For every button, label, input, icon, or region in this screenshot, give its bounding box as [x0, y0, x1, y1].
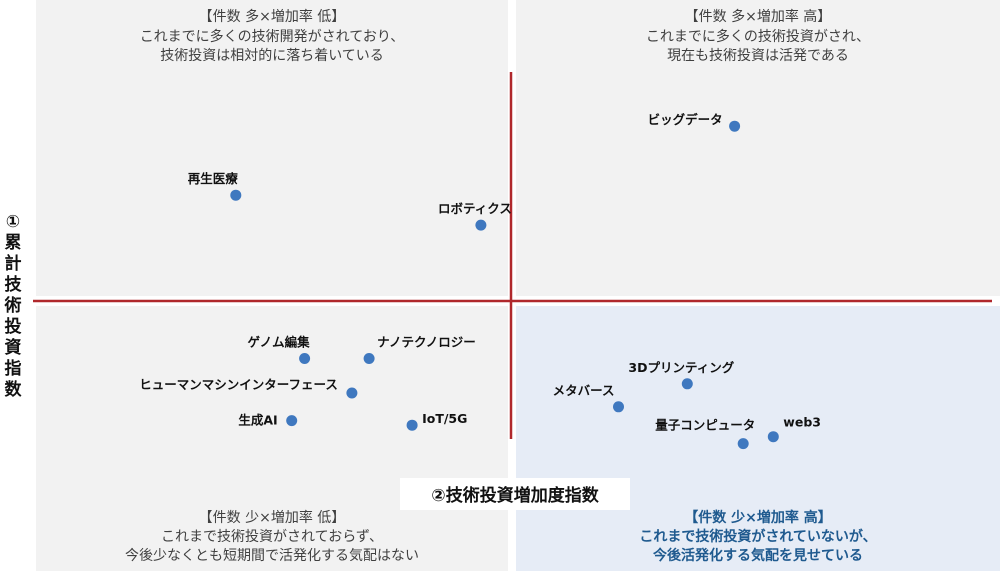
data-label: 量子コンピュータ [655, 418, 755, 433]
data-label: IoT/5G [422, 411, 467, 426]
quadrant-bottom-right-line-2: 今後活発化する気配を見せている [652, 547, 863, 564]
data-point [729, 120, 741, 132]
data-label: ゲノム編集 [247, 335, 310, 350]
y-axis-label-char: 投 [4, 317, 22, 337]
y-axis-label-char: 数 [4, 380, 22, 400]
data-point [299, 353, 311, 364]
quadrant-top-right-line-2: 現在も技術投資は活発である [667, 48, 849, 64]
y-axis-label-char: 技 [4, 275, 22, 295]
data-label: メタバース [553, 383, 615, 398]
quadrant-top-left-line-1: これまでに多くの技術開発がされており、 [140, 28, 405, 45]
quadrant-top-right-line-1: これまでに多くの技術投資がされ、 [646, 28, 870, 45]
data-point [475, 219, 487, 231]
data-point [286, 415, 298, 427]
y-axis-label-char: 術 [4, 296, 22, 316]
quadrant-bottom-right-line-1: これまで技術投資がされていないが、 [639, 528, 876, 545]
quadrant-bottom-right-title: 【件数 少×増加率 高】 [684, 509, 831, 526]
quadrant-top-left-title: 【件数 多×増加率 低】 [199, 8, 346, 25]
quadrant-top-left-line-2: 技術投資は相対的に落ち着いている [160, 48, 384, 64]
data-point [230, 189, 242, 201]
quadrant-bottom-left-line-2: 今後少なくとも短期間で活発化する気配はない [125, 548, 419, 564]
data-point [406, 419, 418, 431]
quadrant-bottom-left-text: 【件数 少×増加率 低】 これまで技術投資がされておらず、 今後少なくとも短期間… [125, 509, 419, 564]
data-label: 生成AI [238, 413, 277, 428]
quadrant-top-right-title: 【件数 多×増加率 高】 [685, 8, 832, 25]
quadrant-bottom-left-bg [36, 306, 508, 571]
quadrant-top-left-bg [36, 0, 508, 296]
data-label: web3 [783, 415, 821, 430]
y-axis-label-char: 累 [4, 233, 22, 253]
data-label: 3Dプリンティング [628, 360, 734, 375]
y-axis-label-char: 資 [4, 338, 22, 358]
data-label: ロボティクス [438, 201, 512, 216]
quadrant-bottom-right-text: 【件数 少×増加率 高】 これまで技術投資がされていないが、 今後活発化する気配… [639, 509, 876, 564]
data-label: ヒューマンマシンインターフェース [139, 377, 338, 392]
x-axis-label: ②技術投資増加度指数 [431, 485, 599, 506]
data-point [681, 378, 693, 390]
quadrant-bottom-left-line-1: これまで技術投資がされておらず、 [161, 529, 383, 545]
y-axis-label-char: 指 [4, 359, 22, 379]
data-point [737, 438, 749, 450]
y-axis-label-char: ① [5, 212, 21, 232]
data-point [346, 387, 358, 399]
data-label: ビッグデータ [648, 112, 723, 127]
quadrant-top-right-bg [516, 0, 1000, 296]
y-axis-label-char: 計 [4, 254, 22, 274]
data-point [767, 431, 779, 443]
data-point [363, 353, 375, 364]
quadrant-top-right-text: 【件数 多×増加率 高】 これまでに多くの技術投資がされ、 現在も技術投資は活発… [646, 8, 870, 64]
data-label: ナノテクノロジー [377, 335, 476, 350]
quadrant-bottom-right-bg [516, 306, 1000, 571]
quadrant-bottom-left-title: 【件数 少×増加率 低】 [199, 509, 346, 526]
data-point [613, 401, 624, 413]
x-axis-label-bg [400, 478, 630, 510]
quadrant-top-left-text: 【件数 多×増加率 低】 これまでに多くの技術開発がされており、 技術投資は相対… [140, 8, 405, 64]
data-label: 再生医療 [188, 171, 239, 186]
